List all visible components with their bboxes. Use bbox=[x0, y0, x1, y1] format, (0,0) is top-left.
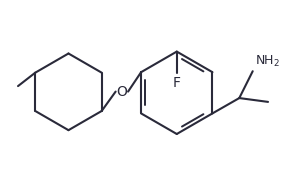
Text: O: O bbox=[116, 85, 127, 99]
Text: NH$_2$: NH$_2$ bbox=[255, 54, 280, 69]
Text: F: F bbox=[173, 76, 181, 90]
